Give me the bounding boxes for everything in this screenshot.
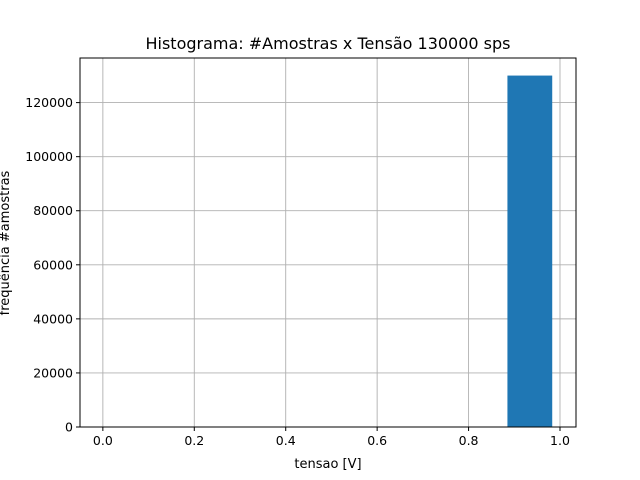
x-tick-label: 0.8 [459,433,479,448]
x-axis-label: tensao [V] [294,457,361,472]
histogram-bar [507,75,553,428]
x-tick-label: 0.4 [276,433,296,448]
y-tick-label: 120000 [25,95,73,110]
bar-series [507,75,553,428]
y-tick-label: 80000 [33,203,73,218]
plot-frame [79,57,577,428]
x-tick-label: 1.0 [550,433,570,448]
grid-lines [80,58,576,428]
x-tick-label: 0.2 [184,433,204,448]
y-axis-label: frequência #amostras [0,170,13,315]
x-tick-label: 0.6 [367,433,387,448]
y-tick-label: 60000 [33,257,73,272]
y-axis-ticks: 0 20000 40000 60000 80000 100000 120000 [25,95,80,435]
y-tick-label: 0 [65,420,73,435]
y-tick-label: 20000 [33,365,73,380]
chart-title: Histograma: #Amostras x Tensão 130000 sp… [145,34,510,53]
x-tick-label: 0.0 [93,433,113,448]
y-tick-label: 100000 [25,149,73,164]
x-axis-ticks: 0.0 0.2 0.4 0.6 0.8 1.0 [93,427,570,448]
y-tick-label: 40000 [33,311,73,326]
